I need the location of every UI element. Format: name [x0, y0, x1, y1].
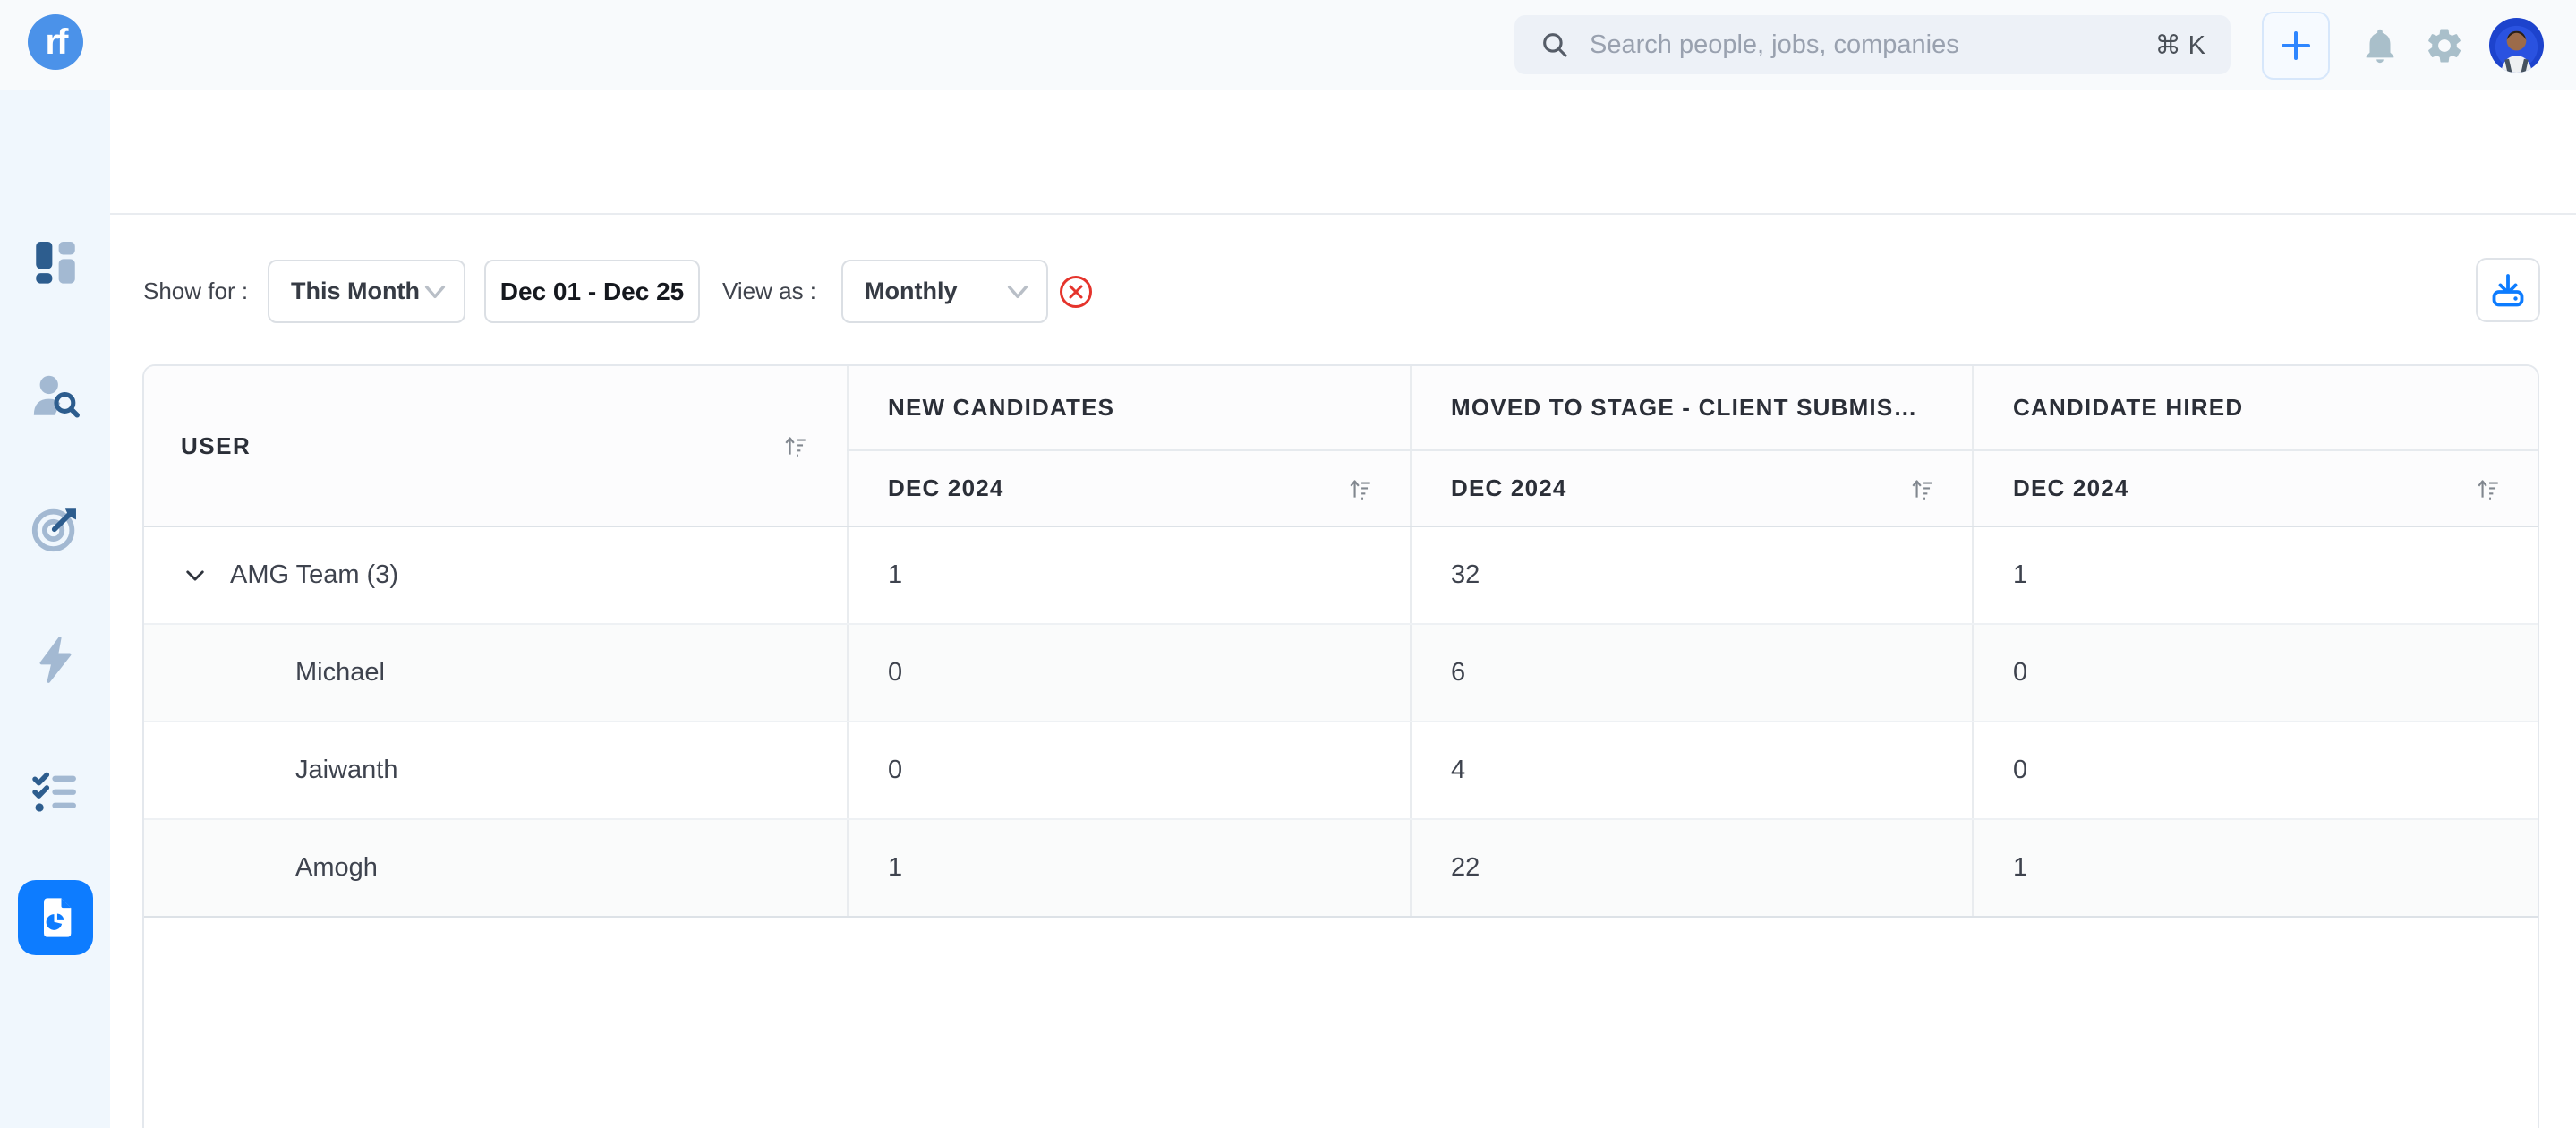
user-cell: Michael: [144, 625, 847, 721]
sidebar-item-candidate-search[interactable]: [0, 370, 110, 422]
table-row: AMG Team (3) 1 32 1: [144, 527, 2538, 625]
search-shortcut: ⌘ K: [2154, 30, 2205, 60]
value-cell: 22: [1410, 820, 1972, 916]
date-range-field[interactable]: Dec 01 - Dec 25: [484, 260, 700, 323]
sidebar-item-tasks[interactable]: [0, 767, 110, 819]
table-row: Michael 0 6 0: [144, 625, 2538, 722]
global-search-input[interactable]: Search people, jobs, companies ⌘ K: [1514, 15, 2231, 74]
subheader-dec-2024[interactable]: DEC 2024: [1410, 451, 1972, 526]
table-row: Jaiwanth 0 4 0: [144, 722, 2538, 820]
user-cell: Amogh: [144, 820, 847, 916]
sort-icon[interactable]: [1909, 475, 1936, 502]
expand-collapse-toggle[interactable]: [183, 564, 207, 587]
chevron-down-icon: [424, 285, 446, 298]
bell-icon: [2366, 29, 2394, 64]
chevron-down-icon: [1007, 285, 1028, 298]
download-icon: [2492, 274, 2524, 307]
clear-filter-button[interactable]: [1058, 274, 1094, 314]
quick-add-button[interactable]: [2262, 12, 2330, 80]
person-search-icon: [33, 375, 80, 418]
period-dropdown[interactable]: This Month: [268, 260, 465, 323]
search-icon: [1543, 33, 1567, 57]
user-header-label: USER: [181, 432, 252, 459]
value-cell: 0: [1972, 722, 2538, 818]
column-header-candidate-hired: CANDIDATE HIRED: [1972, 366, 2538, 449]
search-placeholder: Search people, jobs, companies: [1590, 30, 1959, 59]
user-cell-group: AMG Team (3): [144, 527, 847, 623]
view-as-label: View as :: [722, 278, 817, 304]
team-name[interactable]: AMG Team (3): [230, 560, 399, 589]
table-empty-area: [144, 918, 2538, 1128]
table-header: USER NEW CANDIDATES MOVED TO STAGE - CLI…: [144, 366, 2538, 527]
sidebar-item-goals[interactable]: [0, 502, 110, 554]
period-value: This Month: [291, 278, 420, 304]
chevron-down-icon: [186, 569, 204, 581]
value-cell: 6: [1410, 625, 1972, 721]
value-cell: 1: [847, 527, 1410, 623]
subheader-dec-2024[interactable]: DEC 2024: [847, 451, 1410, 526]
sidebar-item-reports-active[interactable]: [18, 880, 93, 955]
value-cell: 1: [847, 820, 1410, 916]
column-header-moved-to-stage: MOVED TO STAGE - CLIENT SUBMIS…: [1410, 366, 1972, 449]
view-mode-dropdown[interactable]: Monthly: [841, 260, 1048, 323]
recruiterflow-logo[interactable]: rf: [28, 14, 83, 70]
table-row: Amogh 1 22 1: [144, 820, 2538, 918]
checklist-icon: [31, 772, 76, 812]
value-cell: 0: [847, 722, 1410, 818]
report-document-icon: [44, 898, 72, 937]
date-range-value: Dec 01 - Dec 25: [499, 277, 685, 305]
user-name[interactable]: Amogh: [295, 853, 378, 882]
avatar-photo: [2488, 17, 2545, 73]
value-cell: 4: [1410, 722, 1972, 818]
gear-icon: [2428, 29, 2461, 63]
view-mode-value: Monthly: [865, 278, 958, 304]
page-header: [110, 90, 2576, 215]
show-for-label: Show for :: [143, 278, 249, 304]
notifications-button[interactable]: [2358, 23, 2402, 68]
value-cell: 1: [1972, 820, 2538, 916]
export-report-button[interactable]: [2476, 258, 2540, 322]
red-circle-x-icon: [1060, 276, 1092, 308]
sidebar-nav: [0, 90, 110, 1128]
top-bar: rf Search people, jobs, companies ⌘ K: [0, 0, 2576, 90]
value-cell: 0: [1972, 625, 2538, 721]
column-header-user[interactable]: USER: [144, 366, 847, 526]
user-cell: Jaiwanth: [144, 722, 847, 818]
user-name[interactable]: Jaiwanth: [295, 756, 398, 784]
value-cell: 0: [847, 625, 1410, 721]
plus-icon: [2282, 31, 2310, 60]
subheader-dec-2024[interactable]: DEC 2024: [1972, 451, 2538, 526]
column-header-new-candidates: NEW CANDIDATES: [847, 366, 1410, 449]
target-dart-icon: [31, 508, 76, 552]
settings-button[interactable]: [2422, 23, 2467, 68]
user-avatar[interactable]: [2488, 17, 2545, 73]
user-name[interactable]: Michael: [295, 658, 385, 687]
sort-icon[interactable]: [1347, 475, 1374, 502]
report-table: USER NEW CANDIDATES MOVED TO STAGE - CLI…: [142, 364, 2539, 1128]
dashboard-icon: [35, 242, 75, 284]
sidebar-item-automation[interactable]: [0, 634, 110, 686]
sort-icon[interactable]: [2475, 475, 2502, 502]
lightning-bolt-icon: [39, 637, 71, 683]
sort-icon[interactable]: [782, 432, 809, 459]
value-cell: 1: [1972, 527, 2538, 623]
sidebar-item-dashboard[interactable]: [0, 236, 110, 288]
value-cell: 32: [1410, 527, 1972, 623]
